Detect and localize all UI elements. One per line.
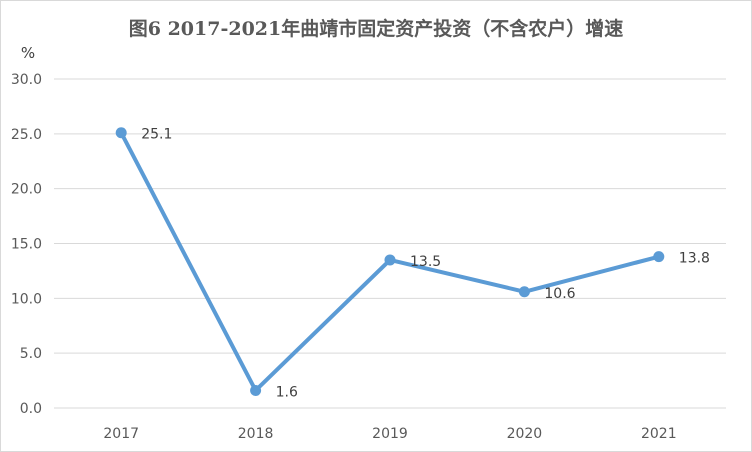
x-tick-label: 2020: [507, 426, 543, 442]
data-label: 13.5: [410, 254, 441, 270]
y-tick-label: 25.0: [11, 127, 42, 143]
data-label: 25.1: [141, 127, 172, 143]
y-tick-label: 20.0: [11, 182, 42, 198]
data-point: [115, 127, 127, 139]
data-label: 13.8: [679, 251, 710, 267]
y-tick-label: 10.0: [11, 291, 42, 307]
y-tick-label: 30.0: [11, 72, 42, 88]
x-tick-label: 2017: [103, 426, 139, 442]
chart-title: 图6 2017-2021年曲靖市固定资产投资（不含农户）增速: [128, 18, 624, 40]
x-tick-label: 2019: [372, 426, 408, 442]
y-axis-label: %: [21, 44, 35, 62]
data-point: [653, 251, 665, 263]
y-tick-label: 15.0: [11, 237, 42, 253]
x-tick-label: 2018: [238, 426, 274, 442]
y-tick-label: 0.0: [20, 401, 42, 417]
data-point: [384, 254, 396, 266]
y-tick-label: 5.0: [20, 346, 42, 362]
data-label: 10.6: [544, 286, 575, 302]
data-label: 1.6: [276, 384, 298, 400]
x-tick-label: 2021: [641, 426, 677, 442]
data-point: [250, 384, 262, 396]
data-point: [518, 286, 530, 298]
